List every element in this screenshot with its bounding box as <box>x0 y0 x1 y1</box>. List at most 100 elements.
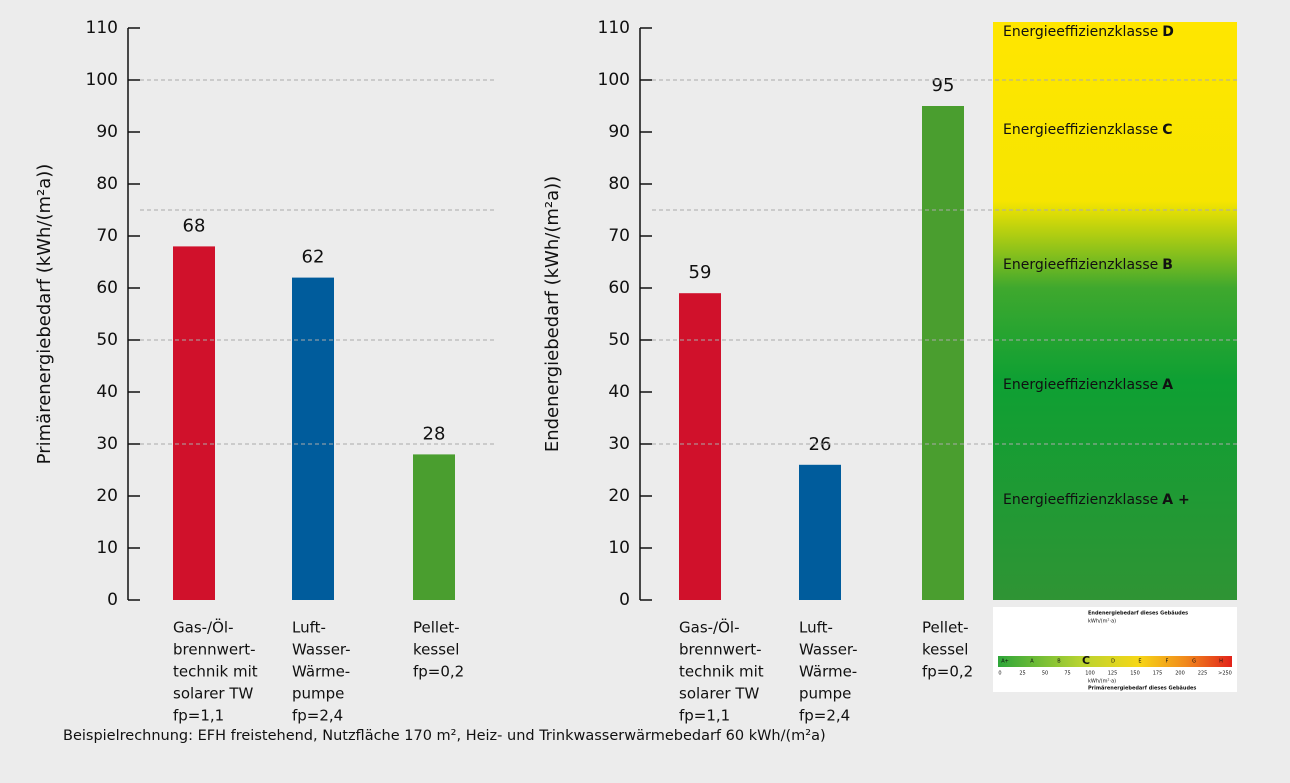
energy-label-scale: 100 <box>1085 671 1095 677</box>
x-tick-label: fp=0,2 <box>413 663 464 681</box>
y-tick-label: 100 <box>598 70 630 90</box>
energy-class-letter: D <box>1162 24 1174 40</box>
energy-label-unit: kWh/(m²·a) <box>1088 679 1116 685</box>
energy-label-class: C <box>1082 654 1090 667</box>
value-label: 68 <box>183 215 206 236</box>
x-tick-label: Wärme- <box>292 663 350 681</box>
energy-label-top: Endenergiebedarf dieses Gebäudes <box>1088 611 1188 617</box>
y-tick-label: 20 <box>608 486 630 506</box>
energy-label-scale: 50 <box>1042 671 1048 677</box>
x-tick-label: fp=1,1 <box>173 707 224 725</box>
energy-class-strip <box>993 22 1237 600</box>
energy-label-scale: 125 <box>1108 671 1118 677</box>
energy-label-class: G <box>1192 659 1196 665</box>
energy-class-label: Energieeffizienzklasse C <box>1003 122 1173 138</box>
x-tick-label: Gas-/Öl- <box>679 618 739 637</box>
y-tick-label: 90 <box>608 122 630 142</box>
energy-label-class: H <box>1219 659 1223 665</box>
value-label: 62 <box>302 247 325 268</box>
energy-class-text: Energieeffizienzklasse <box>1003 377 1158 393</box>
x-tick-label: kessel <box>922 641 968 659</box>
x-tick-label: Wasser- <box>292 641 351 659</box>
bar <box>292 277 334 600</box>
energy-class-text: Energieeffizienzklasse <box>1003 492 1158 508</box>
y-tick-label: 20 <box>96 486 118 506</box>
bar <box>799 464 841 600</box>
x-tick-label: fp=2,4 <box>799 707 850 725</box>
y-tick-label: 110 <box>598 18 630 38</box>
y-tick-label: 30 <box>608 434 630 454</box>
energy-label-scale: 75 <box>1064 671 1070 677</box>
y-tick-label: 0 <box>619 590 630 610</box>
energy-label-bar <box>998 656 1232 667</box>
y-tick-label: 50 <box>608 330 630 350</box>
y-tick-label: 110 <box>86 18 118 38</box>
energy-label-image <box>993 607 1237 692</box>
x-tick-label: Pellet- <box>922 619 969 637</box>
x-tick-label: technik mit <box>679 663 764 681</box>
energy-label-class: A <box>1030 659 1034 665</box>
x-tick-label: pumpe <box>292 685 344 703</box>
x-tick-label: fp=2,4 <box>292 707 343 725</box>
y-tick-label: 80 <box>96 174 118 194</box>
y-tick-label: 40 <box>608 382 630 402</box>
energy-class-label: Energieeffizienzklasse B <box>1003 257 1173 273</box>
footnote: Beispielrechnung: EFH freistehend, Nutzf… <box>63 728 826 744</box>
y-tick-label: 90 <box>96 122 118 142</box>
x-tick-label: Luft- <box>292 619 326 637</box>
x-tick-label: brennwert- <box>679 641 762 659</box>
bar <box>679 293 721 600</box>
energy-label-unit: kWh/(m²·a) <box>1088 619 1116 625</box>
energy-class-text: Energieeffizienzklasse <box>1003 257 1158 273</box>
y-tick-label: 60 <box>608 278 630 298</box>
x-tick-label: kessel <box>413 641 459 659</box>
energy-label-scale: 225 <box>1198 671 1208 677</box>
bar <box>413 454 455 600</box>
x-tick-label: solarer TW <box>173 685 254 703</box>
y-tick-label: 80 <box>608 174 630 194</box>
value-label: 95 <box>932 75 955 96</box>
y-tick-label: 10 <box>608 538 630 558</box>
y-tick-label: 50 <box>96 330 118 350</box>
y-tick-label: 40 <box>96 382 118 402</box>
energy-label-scale: >250 <box>1218 671 1232 677</box>
y-tick-label: 30 <box>96 434 118 454</box>
x-tick-label: fp=0,2 <box>922 663 973 681</box>
energy-class-label: Energieeffizienzklasse A <box>1003 377 1173 393</box>
x-tick-label: Wärme- <box>799 663 857 681</box>
energy-label-scale: 200 <box>1175 671 1185 677</box>
y-axis-title: Primärenergiebedarf (kWh/(m²a)) <box>34 164 55 465</box>
y-tick-label: 70 <box>608 226 630 246</box>
x-tick-label: Luft- <box>799 619 833 637</box>
x-tick-label: pumpe <box>799 685 851 703</box>
energy-label-class: F <box>1166 659 1169 665</box>
value-label: 59 <box>689 262 712 283</box>
energy-label-bottom: Primärenergiebedarf dieses Gebäudes <box>1088 686 1196 692</box>
bar <box>173 246 215 600</box>
energy-label-class: E <box>1138 659 1141 665</box>
x-tick-label: fp=1,1 <box>679 707 730 725</box>
y-tick-label: 0 <box>107 590 118 610</box>
y-axis-title: Endenergiebedarf (kWh/(m²a)) <box>542 176 563 452</box>
energy-label-scale: 150 <box>1130 671 1140 677</box>
x-tick-label: technik mit <box>173 663 258 681</box>
energy-label-class: A+ <box>1001 659 1009 665</box>
x-tick-label: Wasser- <box>799 641 858 659</box>
y-tick-label: 10 <box>96 538 118 558</box>
energy-class-letter: A + <box>1162 492 1189 508</box>
y-tick-label: 70 <box>96 226 118 246</box>
energy-class-letter: B <box>1162 257 1173 273</box>
y-tick-label: 100 <box>86 70 118 90</box>
energy-class-letter: A <box>1162 377 1173 393</box>
energy-class-label: Energieeffizienzklasse A + <box>1003 492 1190 508</box>
energy-label-scale: 175 <box>1153 671 1163 677</box>
energy-label-class: D <box>1111 659 1115 665</box>
value-label: 28 <box>423 423 446 444</box>
x-tick-label: brennwert- <box>173 641 256 659</box>
x-tick-label: solarer TW <box>679 685 760 703</box>
energy-class-label: Energieeffizienzklasse D <box>1003 24 1174 40</box>
y-tick-label: 60 <box>96 278 118 298</box>
energy-label-scale: 0 <box>998 671 1001 677</box>
x-tick-label: Gas-/Öl- <box>173 618 233 637</box>
